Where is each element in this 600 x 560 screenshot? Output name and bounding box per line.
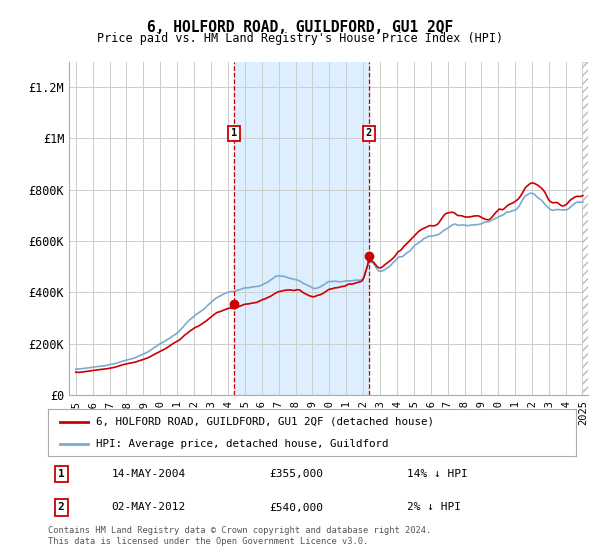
Text: 02-MAY-2012: 02-MAY-2012 [112,502,185,512]
Text: £355,000: £355,000 [270,469,324,479]
Text: 1: 1 [231,128,237,138]
Text: 6, HOLFORD ROAD, GUILDFORD, GU1 2QF (detached house): 6, HOLFORD ROAD, GUILDFORD, GU1 2QF (det… [95,417,434,427]
Text: 6, HOLFORD ROAD, GUILDFORD, GU1 2QF: 6, HOLFORD ROAD, GUILDFORD, GU1 2QF [147,20,453,35]
Bar [581,62,588,395]
Text: 2: 2 [366,128,372,138]
Text: £540,000: £540,000 [270,502,324,512]
Bar [234,62,369,395]
Text: 2: 2 [58,502,65,512]
Text: Contains HM Land Registry data © Crown copyright and database right 2024.
This d: Contains HM Land Registry data © Crown c… [48,526,431,546]
Text: 14% ↓ HPI: 14% ↓ HPI [407,469,468,479]
Text: 1: 1 [58,469,65,479]
Text: HPI: Average price, detached house, Guildford: HPI: Average price, detached house, Guil… [95,438,388,449]
Text: 14-MAY-2004: 14-MAY-2004 [112,469,185,479]
Text: 2% ↓ HPI: 2% ↓ HPI [407,502,461,512]
Text: Price paid vs. HM Land Registry's House Price Index (HPI): Price paid vs. HM Land Registry's House … [97,32,503,45]
